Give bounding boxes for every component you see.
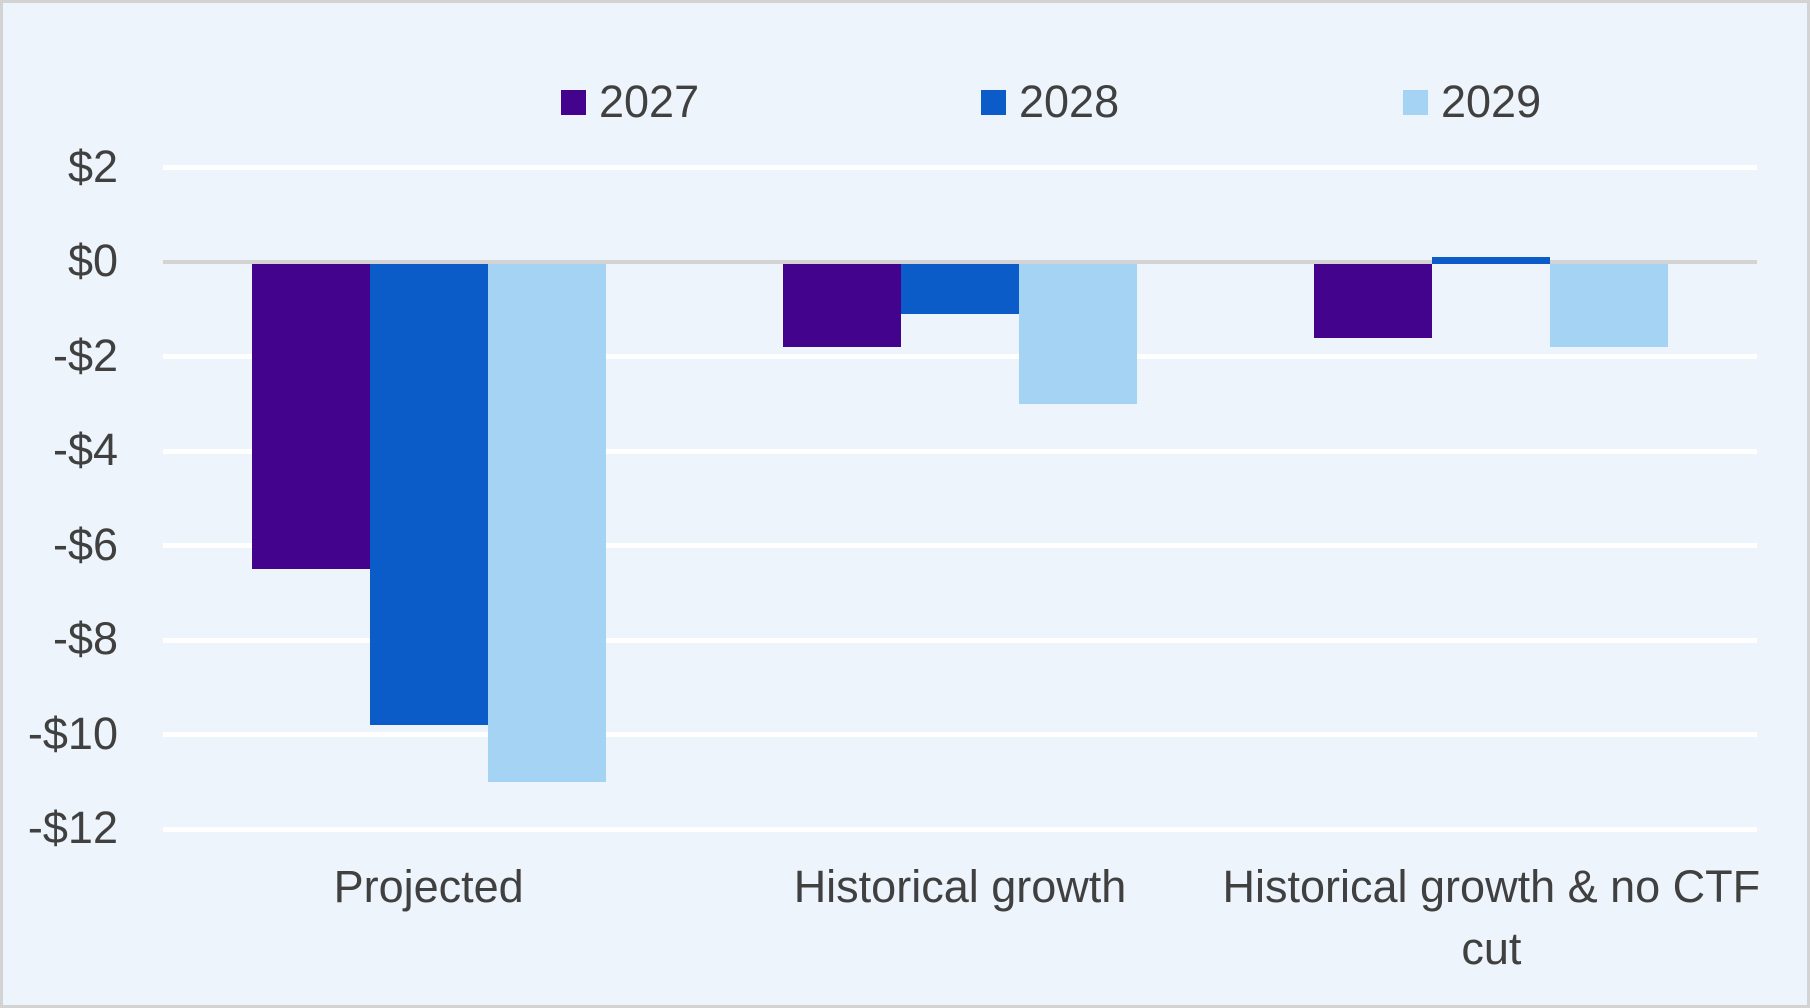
y-tick-label-$2: $2 [67,140,118,192]
bar-2027-category-2 [783,264,901,348]
zero-axis-line [163,260,1757,264]
legend-label-2028: 2028 [1019,76,1120,127]
gridline--$12 [163,826,1757,832]
x-axis-labels: Projected Historical growth Historical gro… [3,3,1807,1005]
gridlines-layer [3,3,1807,1005]
y-tick-label--$12: -$12 [27,801,118,853]
gridline--$2 [163,354,1757,359]
legend-swatch-2029 [1403,89,1428,115]
gridline--$6 [163,543,1757,548]
bar-2029-category-3 [1550,264,1669,348]
category-label-3: Historical growth & no CTF cut [1222,861,1761,974]
category-label-1: Projected [333,861,524,912]
legend-item-2029: 2029 [1403,73,1541,131]
y-tick-label--$2: -$2 [52,329,118,381]
bar-2027-category-1 [251,264,370,570]
y-tick-label--$10: -$10 [27,707,118,759]
bar-2028-category-1 [369,264,488,726]
bar-2027-category-3 [1314,264,1433,338]
legend-item-2027: 2027 [561,73,699,131]
legend-swatch-2027 [561,89,586,115]
legend-label-2029: 2029 [1441,76,1542,127]
bar-2028-category-2 [901,264,1019,314]
y-tick-label--$4: -$4 [52,423,118,475]
bars-layer [3,3,1807,1005]
legend-swatch-2028 [981,89,1006,115]
gridline--$4 [163,448,1757,454]
legend-label-2027: 2027 [599,76,700,127]
chart-legend: 2027 2028 2029 [3,3,1807,1005]
gridline-$2 [163,165,1757,170]
y-tick-label--$8: -$8 [52,612,118,664]
bar-2028-category-3 [1432,257,1551,264]
bar-2029-category-1 [487,264,606,782]
y-tick-label--$6: -$6 [52,518,118,570]
category-label-2: Historical growth [793,861,1127,912]
bar-2029-category-2 [1019,264,1137,404]
y-axis-ticks: $2 $0 -$2 -$4 -$6 -$8 -$10 -$12 [3,3,1807,1005]
legend-item-2028: 2028 [981,73,1119,131]
gridline--$10 [163,732,1757,737]
y-tick-label-$0: $0 [67,234,118,286]
gridline--$8 [163,637,1757,643]
